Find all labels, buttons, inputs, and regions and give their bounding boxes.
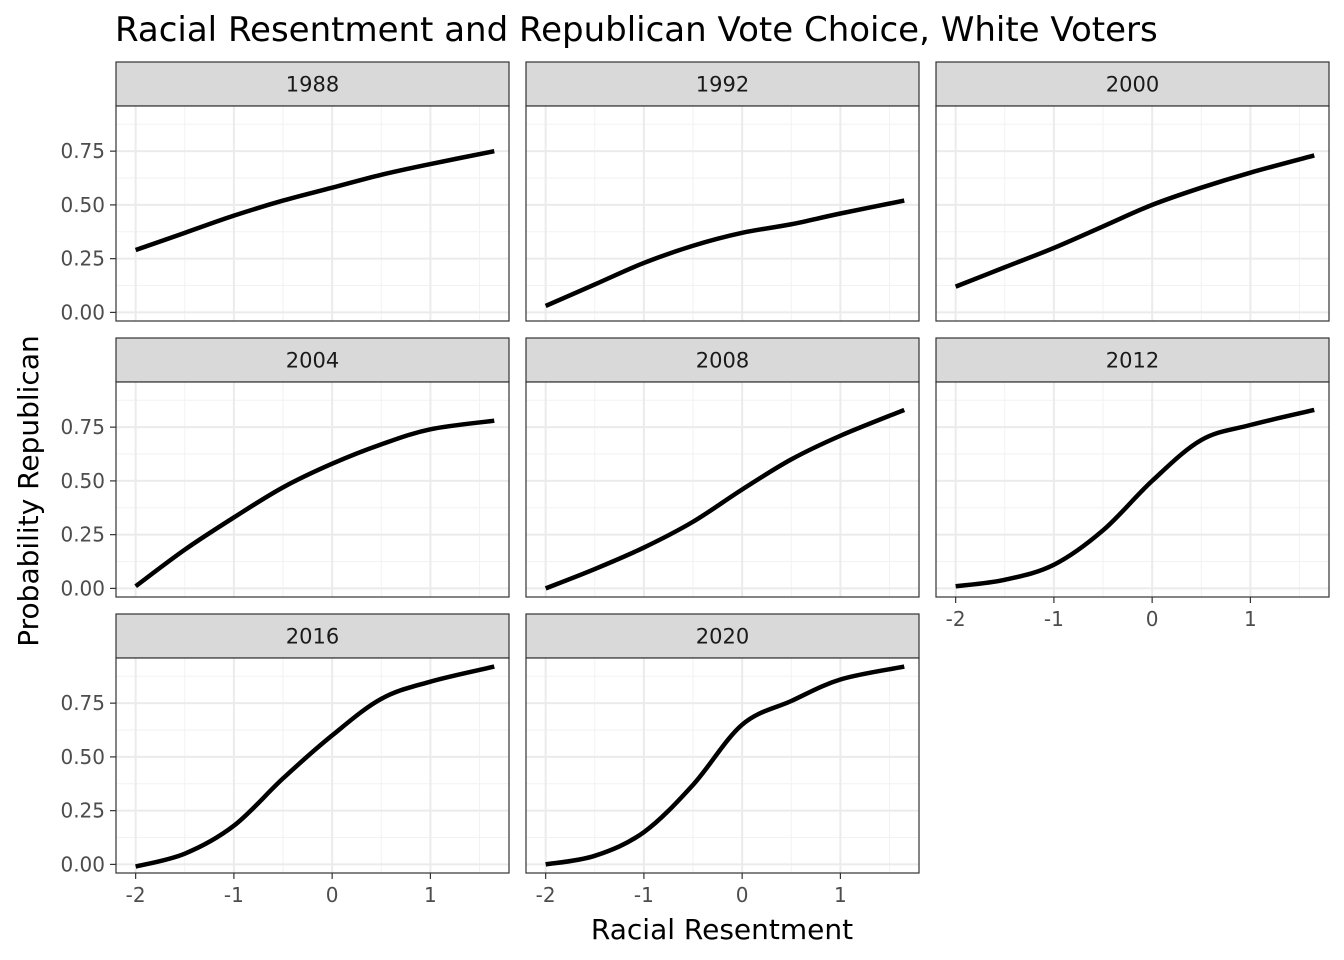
y-tick-label: 0.25 [60,247,105,271]
facet-panel: 2020 -2 -1 0 1 [526,614,919,907]
facet-strip-label: 2004 [286,349,339,373]
y-tick-label: 0.50 [60,469,105,493]
facet-strip-label: 2000 [1106,73,1159,97]
facet-panel: 2012 -2 -1 0 1 [936,338,1329,631]
x-tick-label: 0 [736,883,749,907]
facet-strip-label: 2008 [696,349,749,373]
facet-strip-label: 2016 [286,625,339,649]
facet-panel: 2000 [936,62,1329,321]
y-tick-label: 0.25 [60,799,105,823]
facet-strip-label: 2020 [696,625,749,649]
y-axis-title: Probability Republican [12,335,45,647]
x-tick-label: 1 [1244,607,1257,631]
x-tick-label: -1 [1044,607,1064,631]
facet-panel: 1988 0.00 0.25 0.50 0.75 [60,62,509,324]
panel-background [526,382,919,597]
facet-strip-label: 1992 [696,73,749,97]
y-tick-label: 0.75 [60,415,105,439]
facet-panels: 1988 0.00 0.25 0.50 0.75 1992 2000 2004 0.00 0.25… [60,62,1329,907]
x-tick-label: 0 [1146,607,1159,631]
y-tick-label: 0.50 [60,193,105,217]
y-tick-label: 0.75 [60,691,105,715]
x-tick-label: 0 [326,883,339,907]
x-tick-label: -2 [946,607,966,631]
panel-background [116,382,509,597]
x-tick-label: -1 [224,883,244,907]
y-tick-label: 0.00 [60,576,105,600]
x-tick-label: 1 [834,883,847,907]
panel-background [116,106,509,321]
x-tick-label: -2 [126,883,146,907]
panel-background [116,658,509,873]
x-tick-label: 1 [424,883,437,907]
facet-strip-label: 2012 [1106,349,1159,373]
x-tick-label: -1 [634,883,654,907]
x-tick-label: -2 [536,883,556,907]
y-tick-label: 0.50 [60,745,105,769]
panel-background [936,382,1329,597]
facet-panel: 1992 [526,62,919,321]
y-tick-label: 0.25 [60,523,105,547]
y-tick-label: 0.75 [60,139,105,163]
facet-panel: 2004 0.00 0.25 0.50 0.75 [60,338,509,600]
chart-title: Racial Resentment and Republican Vote Ch… [115,10,1158,50]
y-tick-label: 0.00 [60,852,105,876]
x-axis-title: Racial Resentment [591,913,853,946]
y-tick-label: 0.00 [60,300,105,324]
facet-panel: 2016 0.00 0.25 0.50 0.75 -2 -1 0 1 [60,614,509,907]
facet-strip-label: 1988 [286,73,339,97]
panel-background [526,658,919,873]
facet-panel: 2008 [526,338,919,597]
